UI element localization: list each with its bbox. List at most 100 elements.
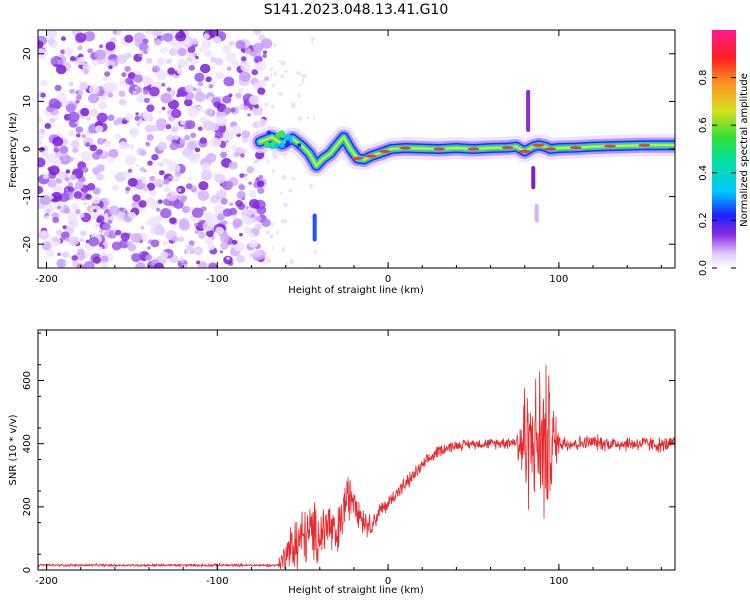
noise-blob <box>253 103 259 109</box>
noise-blob <box>83 31 96 42</box>
noise-blob <box>248 181 252 185</box>
noise-blob <box>142 38 149 44</box>
colorbar-label: Normalized spectral amplitude <box>739 73 750 227</box>
noise-blob <box>312 115 315 120</box>
noise-blob <box>277 60 283 63</box>
noise-blob <box>260 38 273 49</box>
noise-blob <box>123 215 132 223</box>
noise-blob <box>127 168 133 173</box>
noise-blob <box>95 125 104 133</box>
noise-blob <box>274 71 277 77</box>
noise-blob <box>161 106 166 111</box>
noise-blob <box>100 261 109 268</box>
noise-blob <box>49 195 54 200</box>
noise-blob <box>124 113 134 121</box>
noise-blob <box>200 170 213 181</box>
noise-blob <box>140 225 145 230</box>
noise-blob <box>145 254 152 261</box>
noise-blob <box>225 132 235 140</box>
noise-blob <box>64 208 71 214</box>
noise-blob <box>75 126 84 133</box>
noise-blob <box>219 115 225 120</box>
noise-blob <box>273 43 277 47</box>
noise-blob <box>167 165 175 173</box>
noise-blob <box>124 34 134 43</box>
noise-blob <box>225 52 237 63</box>
noise-blob <box>175 31 187 42</box>
noise-blob <box>88 236 99 247</box>
noise-blob <box>148 86 160 97</box>
noise-blob <box>253 159 258 164</box>
track-core <box>638 143 651 147</box>
noise-blob <box>188 52 194 58</box>
noise-blob <box>241 56 247 62</box>
noise-blob <box>151 153 159 161</box>
noise-blob <box>139 42 149 51</box>
noise-blob <box>53 147 60 153</box>
noise-blob <box>220 73 225 77</box>
noise-blob <box>190 57 199 65</box>
noise-blob <box>279 191 282 196</box>
noise-blob <box>171 108 182 119</box>
noise-blob <box>122 208 127 212</box>
noise-blob <box>160 208 172 219</box>
noise-blob <box>149 200 160 210</box>
noise-blob <box>52 216 60 223</box>
noise-blob <box>157 141 168 151</box>
noise-blob <box>228 93 233 98</box>
noise-blob <box>270 222 274 226</box>
noise-blob <box>154 38 162 46</box>
noise-blob <box>234 151 241 157</box>
noise-blob <box>98 44 104 49</box>
noise-blob <box>244 177 249 181</box>
noise-blob <box>298 83 303 86</box>
noise-blob <box>257 187 265 194</box>
noise-blob <box>39 194 52 206</box>
noise-blob <box>124 66 131 72</box>
noise-blob <box>133 74 143 83</box>
track-core <box>433 147 446 151</box>
noise-blob <box>236 254 246 263</box>
noise-blob <box>205 152 217 163</box>
y-tick-label: -20 <box>22 236 33 252</box>
page-title: S141.2023.048.13.41.G10 <box>263 2 449 18</box>
noise-blob <box>169 142 179 151</box>
noise-blob <box>100 90 105 94</box>
noise-blob <box>45 153 57 164</box>
noise-blob <box>210 56 217 63</box>
noise-blob <box>96 148 103 156</box>
noise-blob <box>272 83 275 88</box>
noise-blob <box>58 173 65 180</box>
noise-blob <box>40 79 48 87</box>
noise-blob <box>61 231 70 240</box>
noise-blob <box>248 95 260 105</box>
colorbar-ticks: 0.0 0.2 0.4 0.6 0.8 <box>698 70 736 276</box>
noise-blob <box>255 177 260 181</box>
noise-blob <box>236 191 246 200</box>
noise-blob <box>75 90 79 94</box>
x-tick-label: -100 <box>206 274 229 285</box>
noise-blob <box>107 92 114 98</box>
noise-blob <box>252 42 264 53</box>
noise-blob <box>220 197 228 205</box>
noise-blob <box>125 186 131 192</box>
noise-blob <box>152 30 160 37</box>
noise-blob <box>264 102 269 107</box>
noise-blob <box>107 156 115 163</box>
noise-blob <box>68 111 80 123</box>
noise-blob <box>163 186 171 193</box>
noise-blob <box>186 56 193 62</box>
noise-blob <box>228 40 235 47</box>
noise-blob <box>38 93 41 98</box>
noise-blob <box>64 47 73 55</box>
noise-blob <box>240 153 245 158</box>
noise-blob <box>188 64 195 71</box>
noise-blob <box>253 55 263 64</box>
noise-blob <box>296 71 302 76</box>
noise-blob <box>271 246 275 250</box>
noise-blob <box>160 49 164 53</box>
y-tick-label: 400 <box>22 434 33 453</box>
noise-blob <box>194 72 205 83</box>
noise-blob <box>42 230 46 235</box>
noise-blob <box>185 249 191 254</box>
